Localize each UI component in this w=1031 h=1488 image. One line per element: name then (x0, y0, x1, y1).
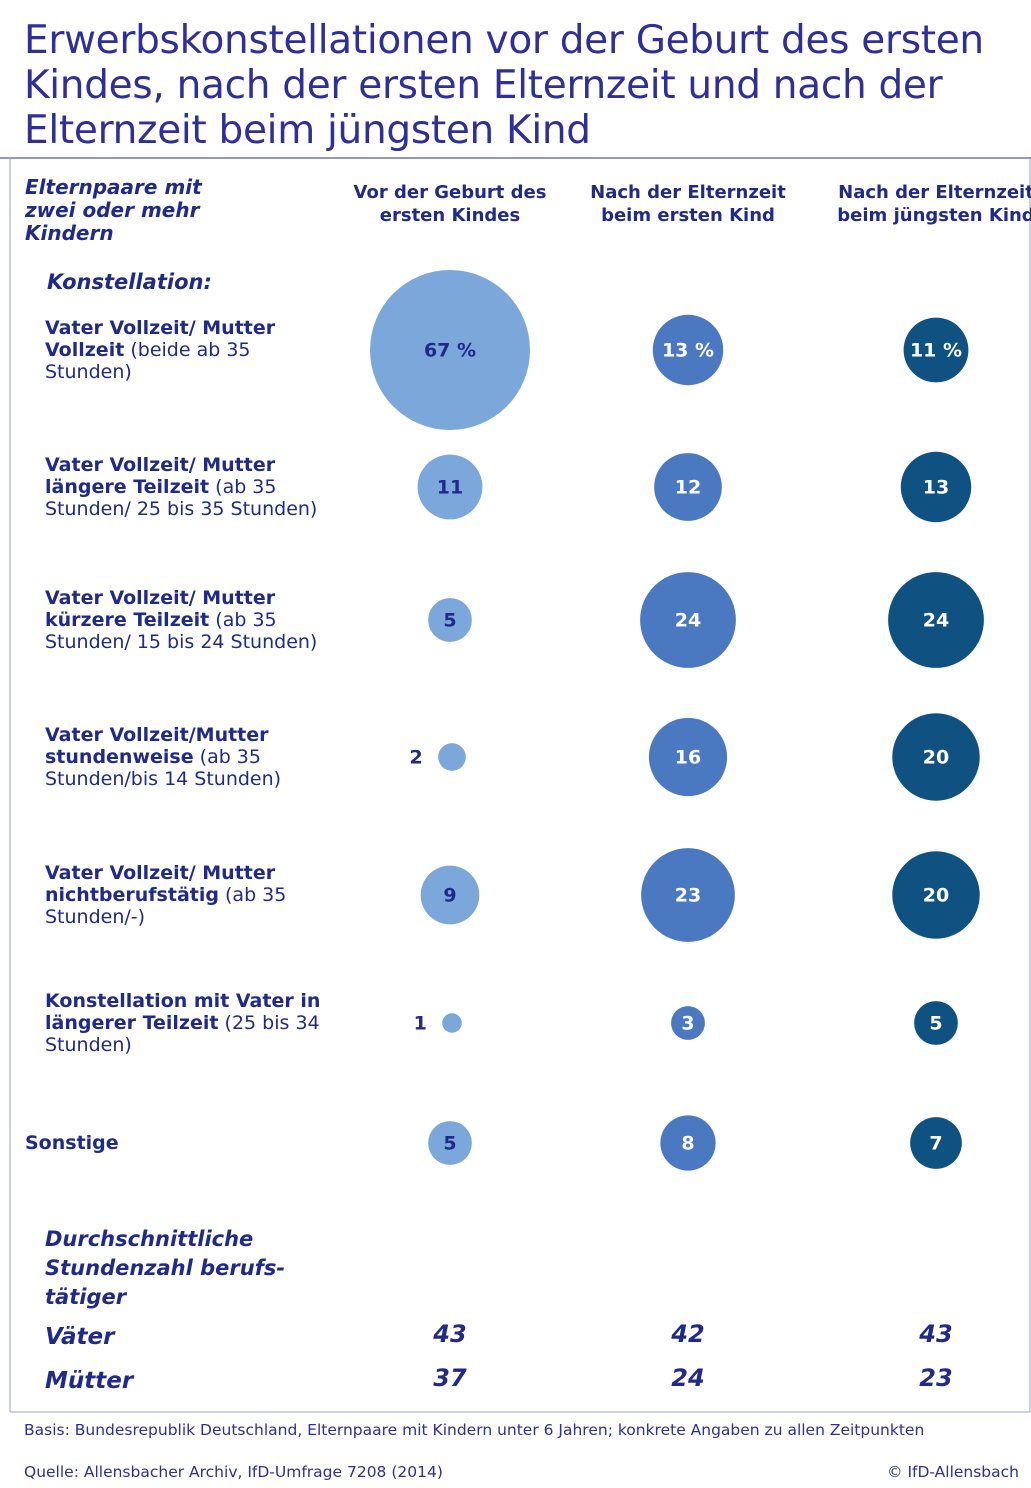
footnote: Basis: Bundesrepublik Deutschland, Elter… (24, 1421, 925, 1439)
hours-title: Durchschnittliche Stundenzahl berufs­tät… (45, 1227, 286, 1309)
bubble (428, 598, 472, 642)
row-label-bold: Vater Vollzeit/ Mutter Vollzeit (45, 317, 276, 361)
bubble (671, 1006, 705, 1040)
bubble (660, 1115, 716, 1171)
row-label: Vater Vollzeit/ Mutter Vollzeit (beide a… (45, 317, 335, 383)
bubble-label: 5 (929, 1013, 942, 1035)
row-label-note: (ab 35 Stunden/ 25 bis 35 Stunden) (45, 476, 318, 520)
row-label-note: (ab 35 Stunden/bis 14 Stunden) (45, 746, 282, 790)
row-label-bold: Vater Vollzeit/ Mutter längere Teilzeit (45, 454, 276, 498)
column-header: Nach der Elternzeit beim ersten Kind (590, 182, 786, 226)
bubble (654, 453, 722, 521)
row-header: Elternpaare mit zwei oder mehr Kindern (25, 175, 202, 245)
bubble-label: 13 (923, 477, 949, 499)
bubble-label: 7 (929, 1133, 942, 1155)
row-label-bold: Konstellation mit Vater in längerer Teil… (45, 990, 321, 1034)
bubble (428, 1121, 472, 1165)
bubble-label: 11 (437, 477, 463, 499)
row-label: Vater Vollzeit/ Mutter kürzere Teilzeit … (45, 587, 335, 653)
bubble-label: 24 (675, 610, 701, 632)
bubble-label: 12 (675, 477, 701, 499)
bubble-label: 20 (923, 885, 949, 907)
bubble (438, 743, 466, 771)
row-label: Vater Vollzeit/ Mutter längere Teilzeit … (45, 454, 335, 520)
bubble-label: 67 % (424, 340, 476, 362)
bubble (903, 317, 969, 383)
bubble-label: 13 % (662, 340, 714, 362)
bubble-label: 20 (923, 747, 949, 769)
row-label-bold: Vater Vollzeit/ Mutter nichtberufstätig (45, 862, 276, 906)
column-header: Vor der Geburt des ersten Kindes (353, 182, 547, 226)
hours-value: 37 (433, 1364, 467, 1392)
bubble (420, 865, 480, 925)
hours-row-label: Väter (45, 1324, 115, 1350)
bubble (370, 270, 530, 430)
bubble (442, 1013, 462, 1033)
bubble-label: 16 (675, 747, 701, 769)
bubble (888, 572, 984, 668)
copyright: © IfD-Allensbach (887, 1463, 1019, 1481)
row-label: Vater Vollzeit/Mutter stundenweise (ab 3… (45, 724, 335, 790)
hours-value: 43 (919, 1320, 953, 1348)
row-label-bold: Sonstige (25, 1132, 119, 1154)
bubble (652, 314, 724, 386)
row-label: Vater Vollzeit/ Mutter nichtberufstätig … (45, 862, 335, 928)
bubble (910, 1117, 962, 1169)
hours-value: 24 (671, 1364, 705, 1392)
column-header: Nach der Elternzeit beim jüngsten Kind (837, 182, 1031, 226)
bubble (914, 1001, 958, 1045)
row-label: Sonstige (25, 1132, 315, 1154)
bubble-label: 3 (681, 1013, 694, 1035)
bubble (900, 451, 972, 523)
bubble (417, 454, 483, 520)
bubble-label: 5 (443, 610, 456, 632)
hours-row-label: Mütter (45, 1368, 134, 1394)
bubble-label: 8 (681, 1133, 694, 1155)
bubble-label: 9 (443, 885, 456, 907)
bubble (648, 717, 728, 797)
chart-title: Erwerbskonstellationen vor der Geburt de… (24, 18, 984, 153)
row-label-note: (ab 35 Stunden/-) (45, 884, 287, 928)
bubble (641, 848, 735, 942)
bubble-label: 11 % (910, 340, 962, 362)
row-label-note: (beide ab 35 Stunden) (45, 339, 251, 383)
bubble-label: 5 (443, 1133, 456, 1155)
row-label: Konstellation mit Vater in längerer Teil… (45, 990, 335, 1056)
row-label-note: (25 bis 34 Stunden) (45, 1012, 320, 1056)
hours-value: 23 (919, 1364, 953, 1392)
bubble (892, 851, 980, 939)
bubble-label: 1 (414, 1013, 427, 1035)
bubble-label: 2 (410, 747, 423, 769)
source: Quelle: Allensbacher Archiv, IfD-Umfrage… (24, 1463, 443, 1481)
row-label-bold: Vater Vollzeit/Mutter stundenweise (45, 724, 269, 768)
hours-value: 43 (433, 1320, 467, 1348)
bubble (892, 713, 980, 801)
row-label-bold: Vater Vollzeit/ Mutter kürzere Teilzeit (45, 587, 276, 631)
bubble-label: 23 (675, 885, 701, 907)
row-label-note: (ab 35 Stunden/ 15 bis 24 Stunden) (45, 609, 318, 653)
bubble (640, 572, 736, 668)
bubble-label: 24 (923, 610, 949, 632)
hours-value: 42 (671, 1320, 705, 1348)
row-subheader: Konstellation: (47, 270, 212, 294)
